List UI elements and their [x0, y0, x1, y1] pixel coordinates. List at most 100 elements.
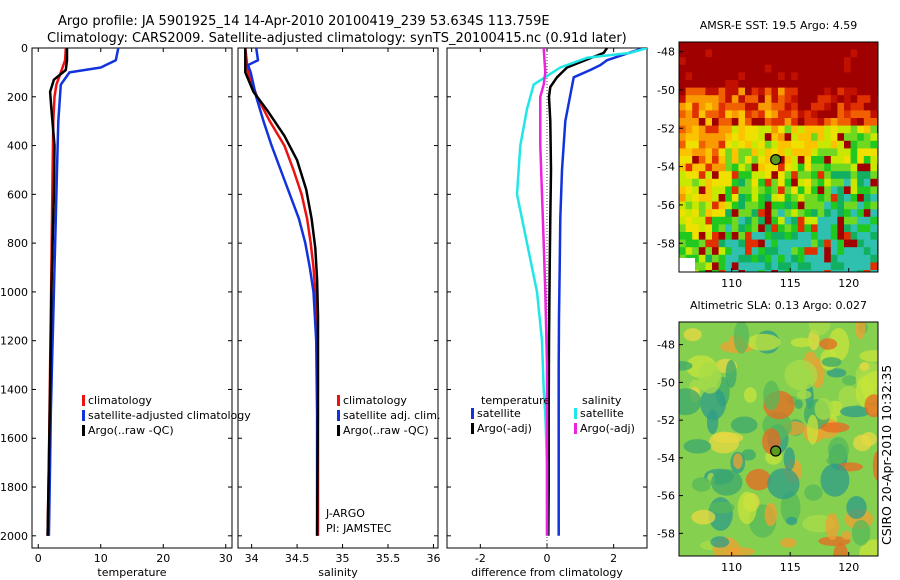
- heatmap-cell: [844, 57, 851, 66]
- heatmap-cell: [784, 42, 792, 50]
- heatmap-cell: [804, 42, 812, 50]
- heatmap-cell: [811, 118, 818, 126]
- heatmap-cell: [751, 118, 759, 126]
- heatmap-cell: [850, 87, 858, 96]
- sla-blob: [706, 409, 719, 435]
- heatmap-cell: [804, 49, 812, 58]
- heatmap-cell: [679, 102, 686, 111]
- temperature-panel: 0 10 20 30 0 200 400 600 800 1000 1200 1400 1600 1800…: [0, 42, 251, 579]
- heatmap-cell: [764, 95, 772, 104]
- heatmap-cell: [778, 42, 785, 50]
- heatmap-cell: [685, 110, 693, 119]
- sla-blob: [679, 388, 702, 416]
- x-tick-label: 20: [156, 552, 170, 565]
- heatmap-cell: [745, 186, 752, 195]
- heatmap-cell: [685, 95, 693, 104]
- y-tick-label: 200: [7, 91, 28, 104]
- heatmap-cell: [679, 42, 686, 50]
- heatmap-cell: [771, 224, 779, 233]
- heatmap-cell: [857, 87, 865, 96]
- heatmap-cell: [712, 42, 719, 50]
- heatmap-cell: [718, 156, 726, 164]
- heatmap-cell: [817, 95, 825, 104]
- heatmap-cell: [830, 57, 838, 66]
- heatmap-cell: [712, 57, 719, 66]
- heatmap-cell: [804, 216, 812, 225]
- heatmap-cell: [771, 133, 779, 142]
- heatmap-cell: [870, 110, 878, 119]
- heatmap-cell: [817, 148, 825, 157]
- heatmap-cell: [692, 49, 700, 58]
- heatmap-cell: [751, 209, 759, 218]
- heatmap-cell: [850, 254, 858, 263]
- heatmap-cell: [824, 254, 832, 263]
- heatmap-cell: [857, 148, 865, 157]
- heatmap-cell: [764, 201, 772, 210]
- heatmap-cell: [797, 42, 805, 50]
- heatmap-cell: [830, 209, 838, 218]
- heatmap-cell: [817, 125, 825, 134]
- heatmap-cell: [764, 42, 772, 50]
- heatmap-cell: [745, 216, 752, 225]
- heatmap-cell: [698, 224, 706, 233]
- sla-blob: [679, 361, 693, 371]
- heatmap-cell: [784, 232, 792, 240]
- heatmap-cell: [731, 125, 739, 134]
- heatmap-cell: [705, 178, 713, 187]
- sla-blob: [764, 502, 777, 527]
- heatmap-cell: [804, 95, 812, 104]
- heatmap-cell: [804, 262, 812, 271]
- heatmap-cell: [850, 133, 858, 142]
- heatmap-cell: [718, 42, 726, 50]
- heatmap-cell: [791, 178, 799, 187]
- heatmap-cell: [679, 118, 686, 126]
- heatmap-cell: [718, 224, 726, 233]
- heatmap-cell: [804, 80, 812, 88]
- heatmap-cell: [811, 247, 818, 256]
- heatmap-cell: [679, 64, 686, 73]
- heatmap-cell: [705, 224, 713, 233]
- heatmap-cell: [804, 125, 812, 134]
- heatmap-cell: [731, 118, 739, 126]
- heatmap-cell: [870, 171, 878, 180]
- heatmap-cell: [870, 239, 878, 248]
- heatmap-cell: [824, 72, 832, 81]
- heatmap-cell: [705, 80, 713, 88]
- sla-blob: [819, 338, 838, 350]
- heatmap-cell: [725, 239, 733, 248]
- heatmap-cell: [811, 209, 818, 218]
- x-tick-label: 115: [780, 561, 801, 574]
- heatmap-cell: [751, 133, 759, 142]
- heatmap-cell: [751, 140, 759, 149]
- heatmap-cell: [731, 232, 739, 240]
- x-tick-label: 34: [245, 552, 259, 565]
- heatmap-cell: [837, 118, 845, 126]
- heatmap-cell: [811, 201, 818, 210]
- heatmap-cell: [758, 64, 766, 73]
- heatmap-cell: [863, 201, 871, 210]
- heatmap-cell: [811, 80, 818, 88]
- heatmap-cell: [679, 87, 686, 96]
- heatmap-cell: [870, 140, 878, 149]
- heatmap-cell: [784, 148, 792, 157]
- heatmap-cell: [817, 49, 825, 58]
- heatmap-cell: [797, 194, 805, 202]
- heatmap-cell: [738, 125, 746, 134]
- heatmap-cell: [844, 178, 851, 187]
- heatmap-cell: [692, 95, 700, 104]
- heatmap-cell: [817, 110, 825, 119]
- heatmap-cell: [685, 247, 693, 256]
- heatmap-cell: [679, 80, 686, 88]
- heatmap-cell: [824, 232, 832, 240]
- heatmap-cell: [857, 140, 865, 149]
- heatmap-cell: [778, 110, 785, 119]
- heatmap-cell: [870, 194, 878, 202]
- heatmap-cell: [811, 110, 818, 119]
- heatmap-cell: [725, 270, 733, 272]
- heatmap-cell: [830, 186, 838, 195]
- heatmap-cell: [758, 216, 766, 225]
- heatmap-cell: [692, 201, 700, 210]
- heatmap-cell: [784, 209, 792, 218]
- heatmap-cell: [771, 148, 779, 157]
- heatmap-cell: [758, 209, 766, 218]
